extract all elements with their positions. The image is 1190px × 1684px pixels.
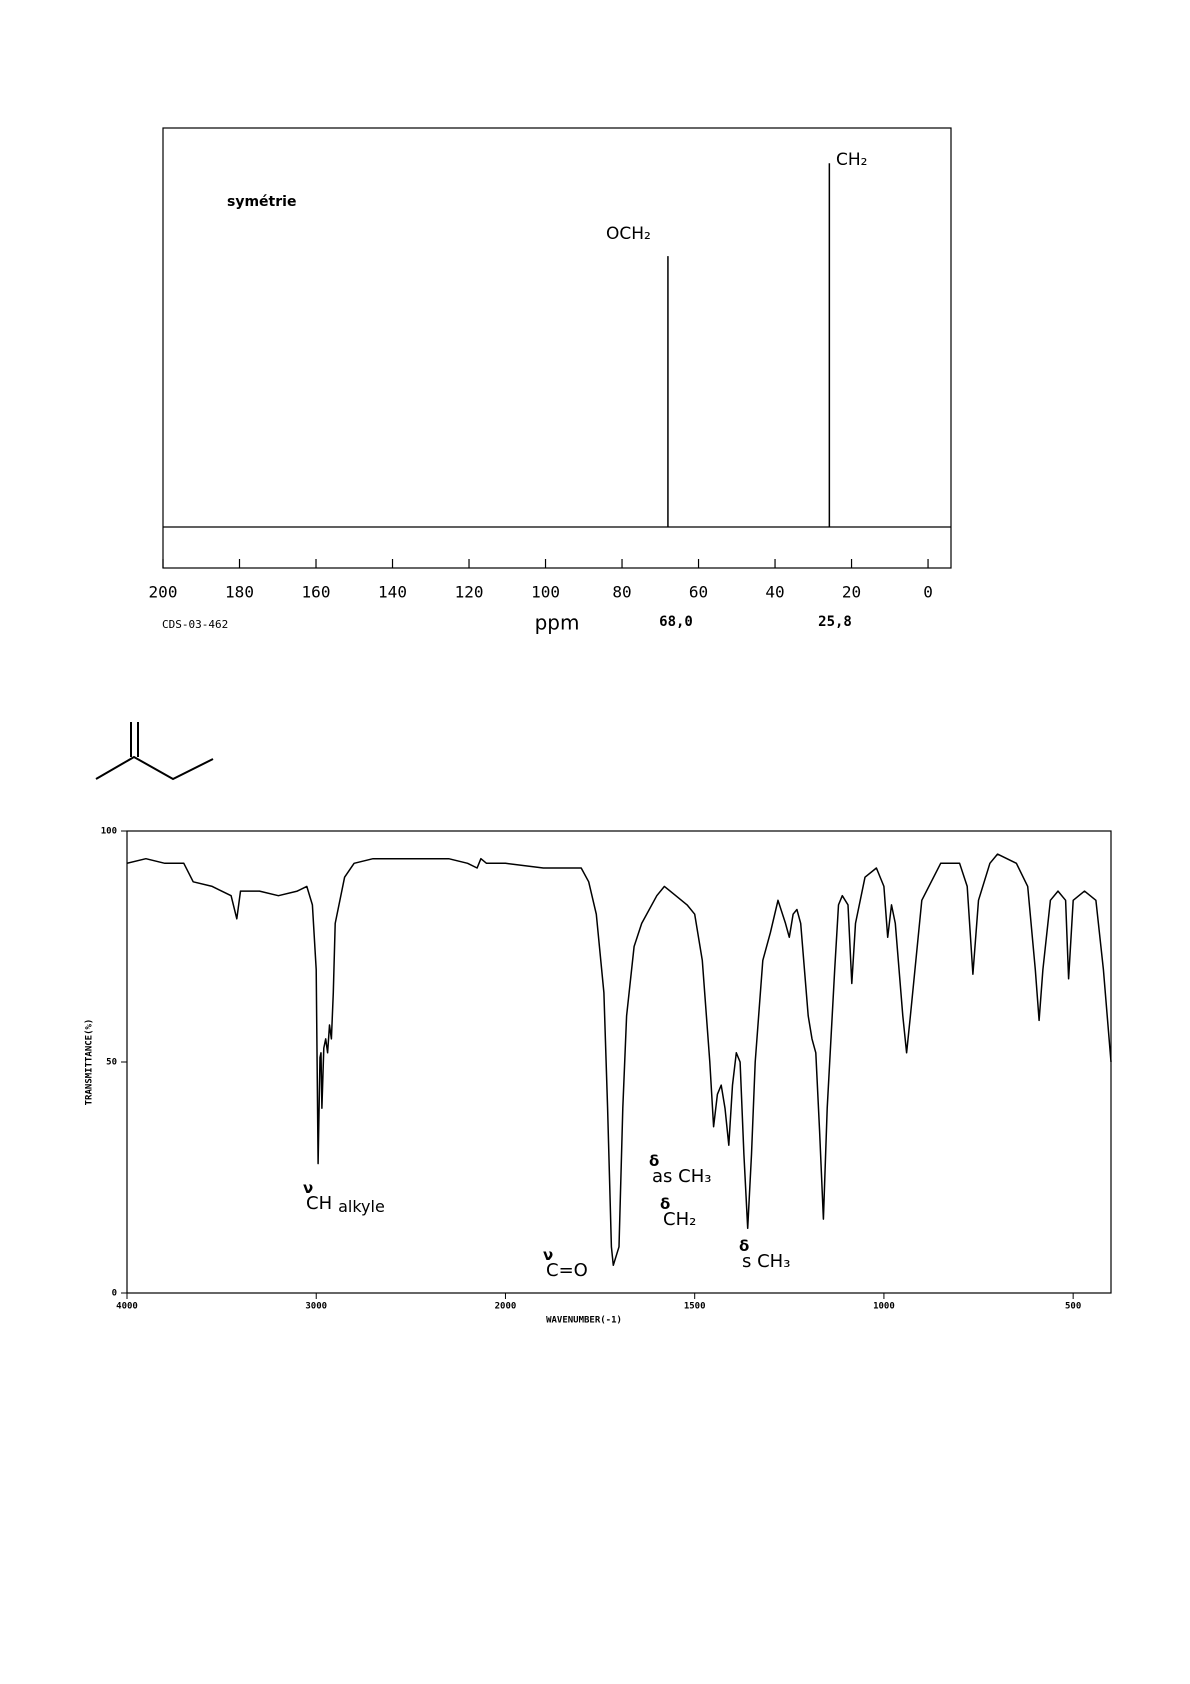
peak-position-label: 68,0 [659, 614, 693, 630]
x-tick-label: 500 [1065, 1302, 1081, 1312]
spectrum-line [126, 853, 1112, 1267]
annotation-symbol: ν [543, 1246, 553, 1264]
x-tick-label: 1500 [684, 1302, 706, 1312]
x-tick-label: 0 [923, 583, 933, 602]
x-tick-label: 40 [765, 583, 784, 602]
x-tick-label: 60 [689, 583, 708, 602]
annotation-text: as CH₃ [652, 1166, 711, 1187]
x-tick-label: 4000 [116, 1302, 138, 1312]
annotation-text: CH₂ [663, 1209, 696, 1230]
molecule [95, 722, 214, 781]
x-tick-label: 3000 [305, 1302, 327, 1312]
x-tick-label: 20 [842, 583, 861, 602]
x-tick-label: 120 [455, 583, 484, 602]
molecule-skeleton [95, 755, 214, 781]
band-annotation: δ as CH₃ [649, 1152, 711, 1188]
y-tick-label: 100 [101, 827, 117, 837]
annotation-text: C=O [546, 1260, 588, 1281]
x-tick-label: 160 [302, 583, 331, 602]
band-annotation: ν CH alkyle [303, 1179, 385, 1216]
nmr-frame [162, 127, 952, 569]
annotation-text: CH [306, 1193, 332, 1214]
annotation-symbol: δ [739, 1237, 749, 1255]
band-annotation: ν C=O [543, 1246, 588, 1282]
x-axis-label: WAVENUMBER(-1) [546, 1316, 622, 1326]
x-tick-label: 180 [225, 583, 254, 602]
annotation-text: s CH₃ [742, 1251, 790, 1272]
peak-annotation: CH₂ [836, 150, 867, 170]
annotation-symbol: δ [649, 1152, 659, 1170]
x-tick-label: 100 [531, 583, 560, 602]
x-tick-label: 80 [612, 583, 631, 602]
band-annotation: δ CH₂ [660, 1195, 696, 1231]
y-axis-label: TRANSMITTANCE(%) [85, 1019, 95, 1106]
annotation-symbol: δ [660, 1195, 670, 1213]
peak-annotation: symétrie [227, 194, 296, 210]
x-tick-label: 200 [149, 583, 178, 602]
y-tick-label: 0 [112, 1289, 117, 1299]
x-tick-label: 1000 [873, 1302, 895, 1312]
peak-annotation: OCH₂ [606, 224, 651, 244]
x-axis-label: ppm [535, 611, 580, 635]
spectrum-id: CDS-03-462 [162, 618, 228, 631]
annotation-symbol: ν [303, 1179, 313, 1197]
y-tick-label: 50 [106, 1058, 117, 1068]
x-tick-label: 140 [378, 583, 407, 602]
x-tick-label: 2000 [495, 1302, 517, 1312]
annotation-sub: alkyle [338, 1197, 385, 1216]
peak-position-label: 25,8 [818, 614, 852, 630]
